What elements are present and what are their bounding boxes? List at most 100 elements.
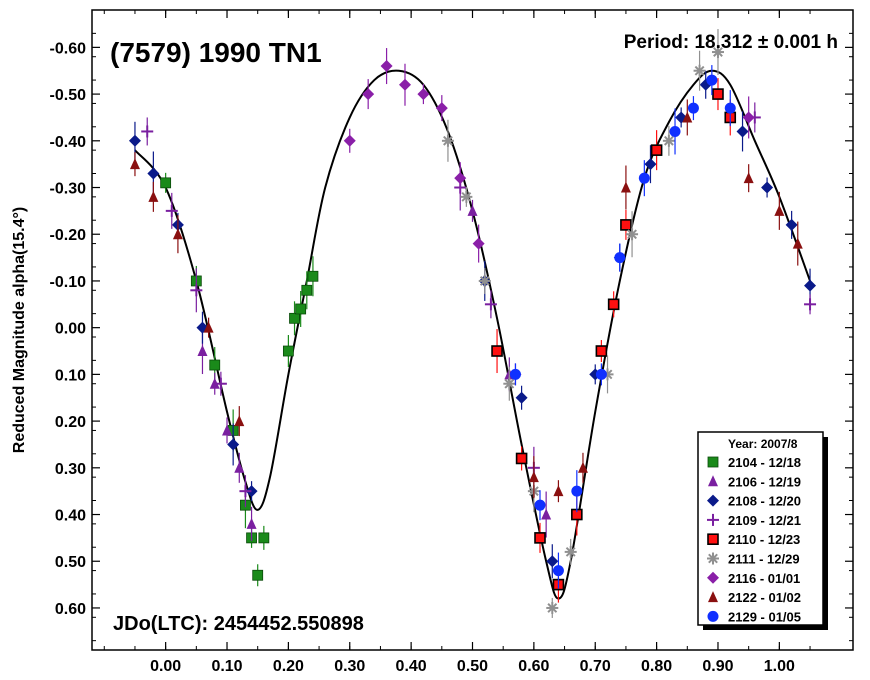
x-tick-label: 0.80 xyxy=(641,658,672,675)
data-point xyxy=(147,167,160,180)
data-point xyxy=(398,78,411,91)
legend-marker xyxy=(707,571,719,584)
data-point xyxy=(295,303,307,315)
data-point xyxy=(197,345,208,357)
legend-label: 2122 - 01/02 xyxy=(728,590,801,605)
y-tick-label: -0.50 xyxy=(50,87,87,104)
x-tick-labels: 0.00 0.10 0.20 0.30 0.40 0.50 0.60 0.70 0.80 0.90… xyxy=(150,658,795,675)
data-point xyxy=(509,368,521,380)
data-point xyxy=(503,377,516,390)
legend-label: 2108 - 12/20 xyxy=(728,494,801,509)
data-point xyxy=(595,368,607,380)
data-point xyxy=(693,64,706,77)
y-tick-labels: -0.60 -0.50 -0.40 -0.30 -0.20 -0.10 0.00 0.10 0.… xyxy=(50,40,87,618)
x-tick-label: 0.90 xyxy=(702,658,733,675)
legend-marker xyxy=(707,610,719,622)
data-point xyxy=(577,461,588,473)
data-point xyxy=(650,144,663,156)
y-tick-label: -0.60 xyxy=(50,40,87,57)
legend-label: 2106 - 12/19 xyxy=(728,474,801,489)
legend-marker xyxy=(707,552,719,565)
data-point xyxy=(209,377,220,389)
data-point xyxy=(614,252,626,264)
data-point xyxy=(129,158,140,170)
data-point xyxy=(362,88,375,101)
data-point xyxy=(626,228,639,241)
data-point xyxy=(478,274,491,287)
data-point xyxy=(682,111,693,123)
data-point xyxy=(246,517,257,529)
data-point xyxy=(128,134,141,147)
data-point xyxy=(607,298,620,311)
x-tick-label: 0.50 xyxy=(457,658,488,675)
data-point xyxy=(417,88,430,101)
period-label: Period: 18.312 ± 0.001 h xyxy=(624,32,838,53)
legend-label: 2104 - 12/18 xyxy=(728,455,801,470)
legend-label: 2116 - 01/01 xyxy=(728,571,800,586)
data-point xyxy=(380,60,393,73)
data-point xyxy=(792,237,803,249)
data-point xyxy=(454,172,467,185)
y-tick-label: 0.20 xyxy=(55,414,86,431)
y-axis-label: Reduced Magnitude alpha(15.4°) xyxy=(11,207,28,453)
data-point xyxy=(743,172,754,184)
y-tick-label: 0.30 xyxy=(55,461,86,478)
data-point xyxy=(258,532,270,544)
data-point xyxy=(687,102,699,114)
data-point xyxy=(534,532,546,544)
data-point xyxy=(441,134,454,147)
legend-label: 2109 - 12/21 xyxy=(728,513,801,528)
x-tick-label: 0.20 xyxy=(273,658,304,675)
data-point xyxy=(736,125,749,138)
data-points xyxy=(128,29,817,618)
data-point xyxy=(301,284,313,296)
data-point xyxy=(541,508,552,520)
x-tick-label: 0.60 xyxy=(518,658,549,675)
legend-marker xyxy=(707,494,719,507)
data-point xyxy=(804,298,817,311)
y-tick-label: -0.30 xyxy=(50,181,87,198)
legend-label: 2110 - 12/23 xyxy=(728,532,800,547)
y-tick-label: -0.40 xyxy=(50,134,87,151)
data-point xyxy=(435,102,448,115)
data-point xyxy=(484,298,497,311)
axis-ticks xyxy=(92,9,853,650)
data-point xyxy=(160,177,172,189)
data-point xyxy=(165,204,178,217)
y-tick-label: -0.10 xyxy=(50,274,87,291)
data-point xyxy=(472,237,485,250)
data-point xyxy=(706,74,718,86)
data-point xyxy=(252,569,264,581)
data-point xyxy=(662,134,675,147)
y-tick-label: 0.10 xyxy=(55,367,86,384)
data-point xyxy=(546,601,559,614)
data-point xyxy=(467,204,478,216)
data-point xyxy=(289,312,300,324)
x-tick-label: 0.00 xyxy=(150,658,181,675)
y-tick-label: 0.00 xyxy=(55,321,86,338)
data-point xyxy=(515,452,528,465)
y-tick-label: 0.60 xyxy=(55,601,86,618)
data-point xyxy=(785,218,798,231)
data-point xyxy=(620,181,631,193)
data-point xyxy=(761,181,774,194)
data-point xyxy=(460,190,473,203)
data-point xyxy=(282,345,294,357)
data-point xyxy=(307,270,319,282)
legend-marker xyxy=(707,533,719,546)
data-point xyxy=(553,485,564,497)
data-point xyxy=(546,555,559,568)
data-point xyxy=(534,499,546,511)
x-tick-label: 0.30 xyxy=(334,658,365,675)
data-point xyxy=(711,46,724,59)
legend-entries: 2104 - 12/18 2106 - 12/19 2108 - 12/20 2109… xyxy=(707,455,801,624)
data-point xyxy=(644,158,657,171)
data-point xyxy=(571,485,583,497)
legend-label: 2111 - 12/29 xyxy=(728,552,800,567)
chart-title: (7579) 1990 TN1 xyxy=(110,37,322,68)
data-point xyxy=(209,359,221,371)
data-point xyxy=(804,279,817,292)
